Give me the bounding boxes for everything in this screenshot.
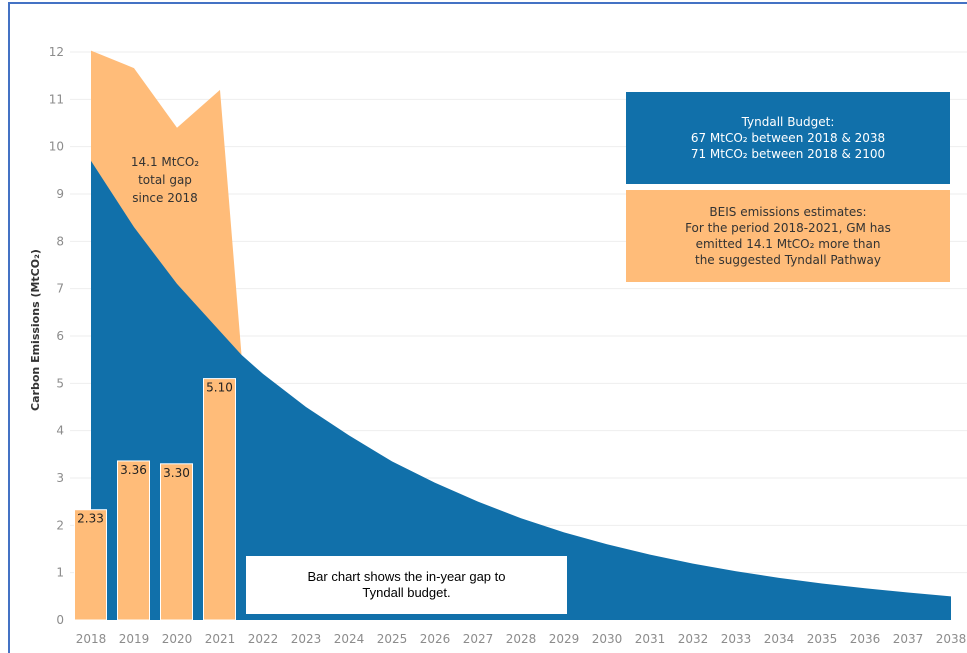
beis-box-line-4: the suggested Tyndall Pathway (694, 253, 881, 267)
tyndall-pathway-area (91, 160, 951, 620)
gap-bar-label-2019: 3.36 (120, 463, 147, 477)
x-tick-2030: 2030 (592, 632, 623, 646)
gap-annotation-line-2: total gap (138, 173, 192, 187)
y-tick-9: 9 (56, 187, 64, 201)
x-tick-2025: 2025 (377, 632, 408, 646)
x-tick-2023: 2023 (291, 632, 322, 646)
gap-bar-label-2020: 3.30 (163, 466, 190, 480)
x-axis-ticks: 2018 2019 2020 2021 2022 2023 2024 2025 2026 2027… (76, 632, 967, 646)
x-tick-2035: 2035 (807, 632, 838, 646)
y-tick-7: 7 (56, 282, 64, 296)
tyndall-box-line-2: 67 MtCO₂ between 2018 & 2038 (690, 131, 886, 145)
beis-estimates-box: BEIS emissions estimates: For the period… (626, 190, 950, 282)
x-tick-2020: 2020 (162, 632, 193, 646)
y-tick-11: 11 (49, 92, 64, 106)
x-tick-2024: 2024 (334, 632, 365, 646)
x-tick-2031: 2031 (635, 632, 666, 646)
x-tick-2018: 2018 (76, 632, 107, 646)
tyndall-budget-box: Tyndall Budget: 67 MtCO₂ between 2018 & … (626, 92, 950, 184)
tyndall-box-line-3: 71 MtCO₂ between 2018 & 2100 (690, 147, 886, 161)
bar-chart-note: Bar chart shows the in-year gap to Tynda… (246, 556, 567, 614)
gap-bar-2020 (160, 463, 193, 621)
y-tick-0: 0 (56, 613, 64, 627)
gap-bar-label-2021: 5.10 (206, 381, 233, 395)
x-tick-2036: 2036 (850, 632, 881, 646)
x-tick-2033: 2033 (721, 632, 752, 646)
gap-bar-label-2018: 2.33 (77, 512, 104, 526)
x-tick-2027: 2027 (463, 632, 494, 646)
x-tick-2029: 2029 (549, 632, 580, 646)
tyndall-box-line-1: Tyndall Budget: (741, 115, 835, 129)
x-tick-2026: 2026 (420, 632, 451, 646)
x-tick-2037: 2037 (893, 632, 924, 646)
gap-bar-2019 (117, 460, 150, 621)
gap-bar-2021 (203, 378, 236, 621)
y-tick-3: 3 (56, 471, 64, 485)
x-tick-2022: 2022 (248, 632, 279, 646)
y-tick-1: 1 (56, 566, 64, 580)
gap-annotation-line-1: 14.1 MtCO₂ (131, 155, 199, 169)
x-tick-2028: 2028 (506, 632, 537, 646)
gap-bar-2018 (74, 509, 107, 621)
y-tick-8: 8 (56, 234, 64, 248)
chart-frame (8, 2, 967, 653)
y-tick-10: 10 (49, 140, 64, 154)
y-tick-4: 4 (56, 424, 64, 438)
y-axis-label: Carbon Emissions (MtCO₂) (29, 249, 42, 411)
x-tick-2034: 2034 (764, 632, 795, 646)
y-tick-6: 6 (56, 329, 64, 343)
gap-annotation-line-3: since 2018 (132, 191, 198, 205)
bar-series: 2.33 3.36 3.30 5.10 (74, 378, 236, 621)
beis-box-line-1: BEIS emissions estimates: (709, 205, 867, 219)
x-tick-2038: 2038 (936, 632, 967, 646)
beis-box-line-3: emitted 14.1 MtCO₂ more than (695, 237, 881, 251)
y-tick-2: 2 (56, 518, 64, 532)
y-tick-12: 12 (49, 45, 64, 59)
y-tick-5: 5 (56, 376, 64, 390)
x-tick-2019: 2019 (119, 632, 150, 646)
x-tick-2032: 2032 (678, 632, 709, 646)
x-tick-2021: 2021 (205, 632, 236, 646)
beis-box-line-2: For the period 2018-2021, GM has (685, 221, 891, 235)
